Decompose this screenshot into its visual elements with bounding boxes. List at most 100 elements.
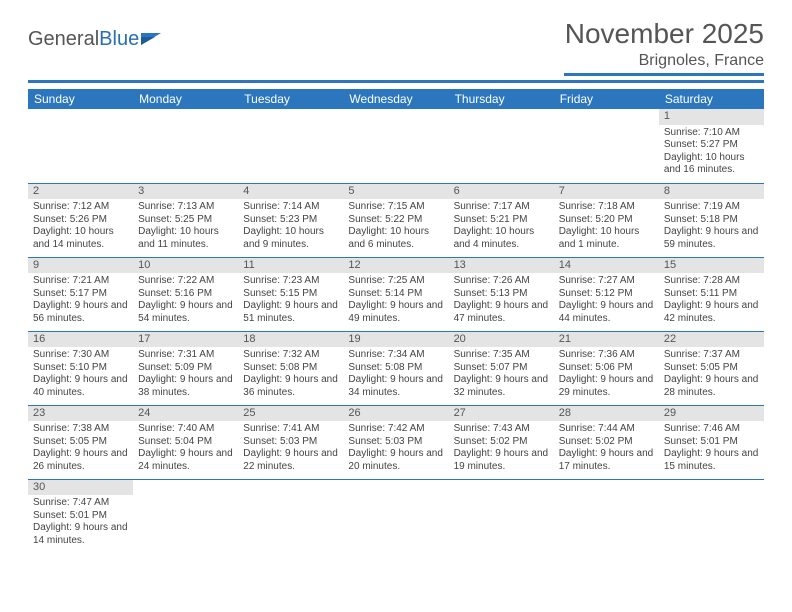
day-body: Sunrise: 7:42 AMSunset: 5:03 PMDaylight:… — [343, 421, 448, 476]
day-number: 25 — [238, 406, 343, 422]
sunset-line: Sunset: 5:05 PM — [33, 436, 128, 449]
title-underline — [28, 80, 764, 83]
day-body: Sunrise: 7:38 AMSunset: 5:05 PMDaylight:… — [28, 421, 133, 476]
day-cell: 6Sunrise: 7:17 AMSunset: 5:21 PMDaylight… — [449, 183, 554, 257]
day-header: Wednesday — [343, 89, 448, 109]
sunset-line: Sunset: 5:05 PM — [664, 362, 759, 375]
daylight-line: Daylight: 9 hours and 59 minutes. — [664, 226, 759, 251]
day-body: Sunrise: 7:23 AMSunset: 5:15 PMDaylight:… — [238, 273, 343, 328]
day-body: Sunrise: 7:32 AMSunset: 5:08 PMDaylight:… — [238, 347, 343, 402]
week-row: 9Sunrise: 7:21 AMSunset: 5:17 PMDaylight… — [28, 257, 764, 331]
day-body: Sunrise: 7:36 AMSunset: 5:06 PMDaylight:… — [554, 347, 659, 402]
day-header: Tuesday — [238, 89, 343, 109]
sunrise-line: Sunrise: 7:12 AM — [33, 201, 128, 214]
sunrise-line: Sunrise: 7:23 AM — [243, 275, 338, 288]
day-number: 29 — [659, 406, 764, 422]
sunrise-line: Sunrise: 7:21 AM — [33, 275, 128, 288]
daylight-line: Daylight: 9 hours and 47 minutes. — [454, 300, 549, 325]
sunset-line: Sunset: 5:08 PM — [348, 362, 443, 375]
month-title: November 2025 — [564, 18, 764, 50]
day-cell: 2Sunrise: 7:12 AMSunset: 5:26 PMDaylight… — [28, 183, 133, 257]
day-body: Sunrise: 7:19 AMSunset: 5:18 PMDaylight:… — [659, 199, 764, 254]
sunrise-line: Sunrise: 7:10 AM — [664, 127, 759, 140]
day-body: Sunrise: 7:27 AMSunset: 5:12 PMDaylight:… — [554, 273, 659, 328]
calendar-head: SundayMondayTuesdayWednesdayThursdayFrid… — [28, 89, 764, 109]
day-body: Sunrise: 7:14 AMSunset: 5:23 PMDaylight:… — [238, 199, 343, 254]
day-body: Sunrise: 7:43 AMSunset: 5:02 PMDaylight:… — [449, 421, 554, 476]
empty-cell — [449, 109, 554, 183]
day-body: Sunrise: 7:10 AMSunset: 5:27 PMDaylight:… — [659, 125, 764, 180]
day-cell: 18Sunrise: 7:32 AMSunset: 5:08 PMDayligh… — [238, 331, 343, 405]
sunset-line: Sunset: 5:09 PM — [138, 362, 233, 375]
daylight-line: Daylight: 10 hours and 1 minute. — [559, 226, 654, 251]
day-cell: 19Sunrise: 7:34 AMSunset: 5:08 PMDayligh… — [343, 331, 448, 405]
week-row: 30Sunrise: 7:47 AMSunset: 5:01 PMDayligh… — [28, 479, 764, 553]
daylight-line: Daylight: 9 hours and 29 minutes. — [559, 374, 654, 399]
daylight-line: Daylight: 9 hours and 17 minutes. — [559, 448, 654, 473]
sunset-line: Sunset: 5:01 PM — [664, 436, 759, 449]
day-body: Sunrise: 7:15 AMSunset: 5:22 PMDaylight:… — [343, 199, 448, 254]
day-header: Friday — [554, 89, 659, 109]
daylight-line: Daylight: 9 hours and 51 minutes. — [243, 300, 338, 325]
daylight-line: Daylight: 9 hours and 32 minutes. — [454, 374, 549, 399]
sunrise-line: Sunrise: 7:14 AM — [243, 201, 338, 214]
day-cell: 24Sunrise: 7:40 AMSunset: 5:04 PMDayligh… — [133, 405, 238, 479]
sunrise-line: Sunrise: 7:28 AM — [664, 275, 759, 288]
daylight-line: Daylight: 9 hours and 40 minutes. — [33, 374, 128, 399]
sunrise-line: Sunrise: 7:26 AM — [454, 275, 549, 288]
daylight-line: Daylight: 10 hours and 4 minutes. — [454, 226, 549, 251]
day-body: Sunrise: 7:37 AMSunset: 5:05 PMDaylight:… — [659, 347, 764, 402]
day-body: Sunrise: 7:31 AMSunset: 5:09 PMDaylight:… — [133, 347, 238, 402]
day-cell: 5Sunrise: 7:15 AMSunset: 5:22 PMDaylight… — [343, 183, 448, 257]
daylight-line: Daylight: 9 hours and 19 minutes. — [454, 448, 549, 473]
sunset-line: Sunset: 5:14 PM — [348, 288, 443, 301]
sunrise-line: Sunrise: 7:47 AM — [33, 497, 128, 510]
daylight-line: Daylight: 9 hours and 20 minutes. — [348, 448, 443, 473]
calendar-page: GeneralBlue November 2025 Brignoles, Fra… — [0, 0, 792, 571]
sunrise-line: Sunrise: 7:17 AM — [454, 201, 549, 214]
day-cell: 26Sunrise: 7:42 AMSunset: 5:03 PMDayligh… — [343, 405, 448, 479]
title-block: November 2025 Brignoles, France — [564, 18, 764, 76]
day-body: Sunrise: 7:30 AMSunset: 5:10 PMDaylight:… — [28, 347, 133, 402]
sunrise-line: Sunrise: 7:44 AM — [559, 423, 654, 436]
day-number: 3 — [133, 184, 238, 200]
brand-second: Blue — [99, 28, 139, 51]
day-number: 12 — [343, 258, 448, 274]
daylight-line: Daylight: 10 hours and 16 minutes. — [664, 152, 759, 177]
day-number: 8 — [659, 184, 764, 200]
daylight-line: Daylight: 9 hours and 26 minutes. — [33, 448, 128, 473]
daylight-line: Daylight: 9 hours and 49 minutes. — [348, 300, 443, 325]
daylight-line: Daylight: 9 hours and 44 minutes. — [559, 300, 654, 325]
day-body: Sunrise: 7:41 AMSunset: 5:03 PMDaylight:… — [238, 421, 343, 476]
day-header-row: SundayMondayTuesdayWednesdayThursdayFrid… — [28, 89, 764, 109]
day-cell: 13Sunrise: 7:26 AMSunset: 5:13 PMDayligh… — [449, 257, 554, 331]
calendar-table: SundayMondayTuesdayWednesdayThursdayFrid… — [28, 89, 764, 553]
day-header: Monday — [133, 89, 238, 109]
day-body: Sunrise: 7:13 AMSunset: 5:25 PMDaylight:… — [133, 199, 238, 254]
day-number: 30 — [28, 480, 133, 496]
day-cell: 29Sunrise: 7:46 AMSunset: 5:01 PMDayligh… — [659, 405, 764, 479]
location-label: Brignoles, France — [564, 52, 764, 76]
day-cell: 25Sunrise: 7:41 AMSunset: 5:03 PMDayligh… — [238, 405, 343, 479]
sunset-line: Sunset: 5:25 PM — [138, 214, 233, 227]
day-number: 13 — [449, 258, 554, 274]
brand-first: General — [28, 28, 99, 51]
sunset-line: Sunset: 5:11 PM — [664, 288, 759, 301]
day-number: 4 — [238, 184, 343, 200]
sunrise-line: Sunrise: 7:18 AM — [559, 201, 654, 214]
day-cell: 28Sunrise: 7:44 AMSunset: 5:02 PMDayligh… — [554, 405, 659, 479]
sunset-line: Sunset: 5:12 PM — [559, 288, 654, 301]
sunset-line: Sunset: 5:10 PM — [33, 362, 128, 375]
sunrise-line: Sunrise: 7:43 AM — [454, 423, 549, 436]
day-number: 16 — [28, 332, 133, 348]
calendar-body: 1Sunrise: 7:10 AMSunset: 5:27 PMDaylight… — [28, 109, 764, 553]
empty-cell — [554, 479, 659, 553]
day-number: 2 — [28, 184, 133, 200]
sunrise-line: Sunrise: 7:36 AM — [559, 349, 654, 362]
sunrise-line: Sunrise: 7:38 AM — [33, 423, 128, 436]
day-number: 7 — [554, 184, 659, 200]
day-header: Saturday — [659, 89, 764, 109]
day-cell: 20Sunrise: 7:35 AMSunset: 5:07 PMDayligh… — [449, 331, 554, 405]
empty-cell — [343, 479, 448, 553]
day-cell: 1Sunrise: 7:10 AMSunset: 5:27 PMDaylight… — [659, 109, 764, 183]
